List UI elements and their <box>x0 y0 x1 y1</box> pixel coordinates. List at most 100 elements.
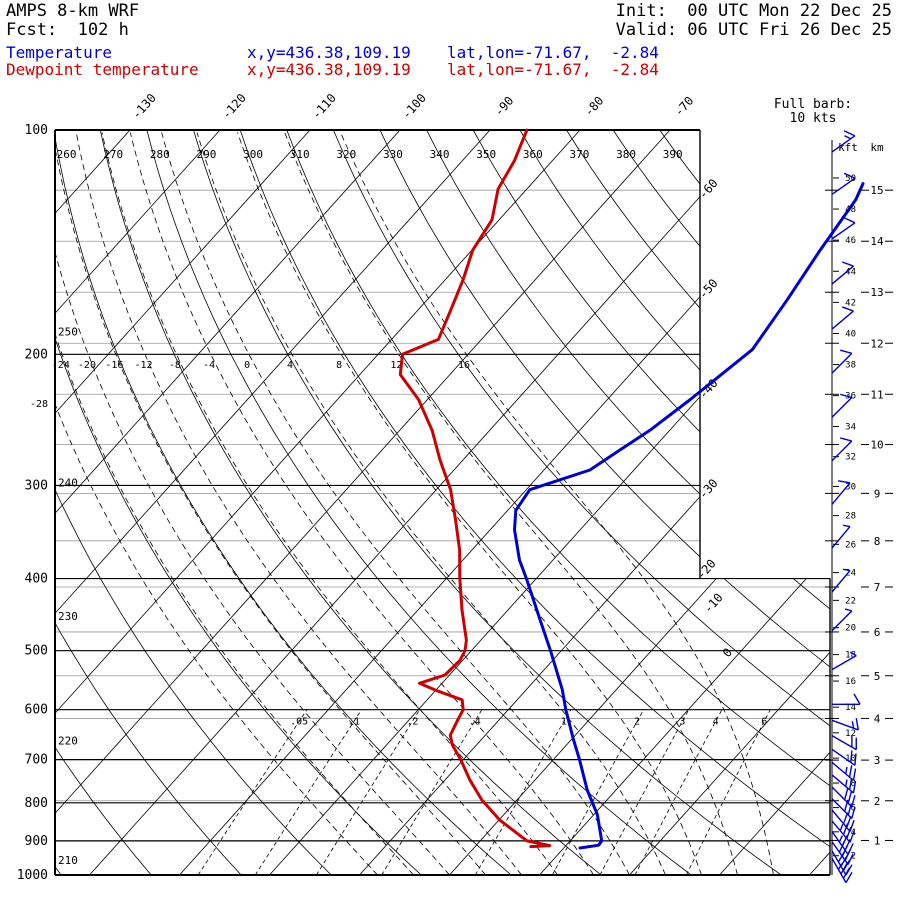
dewpoint-legend-label: Dewpoint temperature <box>6 60 199 79</box>
svg-text:320: 320 <box>336 148 356 161</box>
svg-text:40: 40 <box>845 329 856 339</box>
svg-text:270: 270 <box>103 148 123 161</box>
pressure-lines <box>55 353 830 842</box>
plot-border <box>54 129 831 876</box>
svg-text:14: 14 <box>845 703 856 713</box>
svg-text:900: 900 <box>25 834 48 849</box>
svg-text:2: 2 <box>851 852 856 862</box>
svg-text:kft: kft <box>838 141 858 154</box>
svg-text:-8: -8 <box>169 360 181 371</box>
svg-text:-24: -24 <box>52 360 70 371</box>
svg-text:-12: -12 <box>134 360 152 371</box>
temperature-curve <box>513 182 865 850</box>
svg-text:-130: -130 <box>129 91 159 122</box>
svg-text:4: 4 <box>713 716 719 727</box>
svg-text:16: 16 <box>845 677 856 687</box>
svg-text:16: 16 <box>458 360 470 371</box>
svg-text:-110: -110 <box>309 91 339 122</box>
svg-text:260: 260 <box>57 148 77 161</box>
svg-text:8: 8 <box>336 360 342 371</box>
svg-text:600: 600 <box>25 703 48 718</box>
svg-text:390: 390 <box>663 148 683 161</box>
svg-text:290: 290 <box>197 148 217 161</box>
svg-text:48: 48 <box>845 205 856 215</box>
svg-text:20: 20 <box>845 624 856 634</box>
svg-text:-20: -20 <box>78 360 96 371</box>
svg-text:-10: -10 <box>701 591 726 616</box>
svg-text:32: 32 <box>845 453 856 463</box>
dewpoint-xy: x,y=436.38,109.19 <box>247 60 411 79</box>
svg-text:5: 5 <box>874 670 881 683</box>
svg-text:210: 210 <box>58 854 78 867</box>
svg-text:12: 12 <box>390 360 402 371</box>
svg-text:800: 800 <box>25 796 48 811</box>
svg-text:4: 4 <box>874 712 881 725</box>
svg-text:11: 11 <box>870 388 883 401</box>
svg-text:18: 18 <box>845 651 856 661</box>
valid-time: Valid: 06 UTC Fri 26 Dec 25 <box>615 20 892 40</box>
svg-text:30: 30 <box>845 482 856 492</box>
svg-text:12: 12 <box>845 729 856 739</box>
svg-text:13: 13 <box>870 286 883 299</box>
svg-text:4: 4 <box>287 360 293 371</box>
svg-text:1000: 1000 <box>17 868 48 883</box>
temperature-legend-label: Temperature <box>6 43 112 62</box>
temperature-latlon: lat,lon=-71.67, -2.84 <box>447 43 659 62</box>
svg-text:350: 350 <box>476 148 496 161</box>
svg-text:370: 370 <box>569 148 589 161</box>
height-axis <box>825 140 893 875</box>
svg-text:-100: -100 <box>399 91 429 122</box>
svg-text:-16: -16 <box>105 360 123 371</box>
barb-legend-line2: 10 kts <box>789 111 837 126</box>
svg-text:-90: -90 <box>492 94 517 119</box>
svg-text:34: 34 <box>845 422 856 432</box>
svg-text:200: 200 <box>25 347 48 362</box>
svg-text:-4: -4 <box>203 360 215 371</box>
svg-text:1: 1 <box>874 834 881 847</box>
svg-text:1: 1 <box>561 716 567 727</box>
svg-text:8: 8 <box>851 779 856 789</box>
svg-text:6: 6 <box>874 626 881 639</box>
barb-legend: Full barb: 10 kts <box>768 98 858 126</box>
svg-text:46: 46 <box>845 236 856 246</box>
svg-text:10: 10 <box>870 439 883 452</box>
svg-text:220: 220 <box>58 734 78 747</box>
svg-text:0: 0 <box>720 645 735 660</box>
barb-legend-line1: Full barb: <box>773 97 853 112</box>
svg-text:38: 38 <box>845 361 856 371</box>
forecast-hour: Fcst: 102 h <box>6 20 129 40</box>
svg-text:7: 7 <box>874 581 881 594</box>
svg-text:300: 300 <box>243 148 263 161</box>
svg-text:240: 240 <box>58 477 78 490</box>
svg-text:0: 0 <box>244 360 250 371</box>
svg-text:340: 340 <box>430 148 450 161</box>
svg-text:100: 100 <box>25 123 48 138</box>
svg-text:700: 700 <box>25 753 48 768</box>
svg-text:2: 2 <box>874 795 881 808</box>
svg-text:280: 280 <box>150 148 170 161</box>
svg-text:380: 380 <box>616 148 636 161</box>
svg-text:15: 15 <box>870 184 883 197</box>
svg-text:300: 300 <box>25 478 48 493</box>
temperature-xy: x,y=436.38,109.19 <box>247 43 411 62</box>
svg-text:400: 400 <box>25 572 48 587</box>
svg-text:500: 500 <box>25 644 48 659</box>
svg-text:km: km <box>870 141 884 154</box>
svg-text:.2: .2 <box>406 716 418 727</box>
svg-text:8: 8 <box>874 535 881 548</box>
svg-text:42: 42 <box>845 298 856 308</box>
svg-text:-120: -120 <box>219 91 249 122</box>
svg-text:.4: .4 <box>469 716 481 727</box>
svg-text:3: 3 <box>679 716 685 727</box>
svg-text:-70: -70 <box>672 94 697 119</box>
svg-text:6: 6 <box>761 716 767 727</box>
sounding-curves <box>398 128 865 850</box>
svg-text:24: 24 <box>845 569 856 579</box>
svg-text:14: 14 <box>870 235 884 248</box>
svg-text:44: 44 <box>845 267 856 277</box>
dewpoint-curve <box>398 128 552 849</box>
svg-text:250: 250 <box>58 325 78 338</box>
svg-text:-28: -28 <box>30 399 48 410</box>
svg-text:360: 360 <box>523 148 543 161</box>
